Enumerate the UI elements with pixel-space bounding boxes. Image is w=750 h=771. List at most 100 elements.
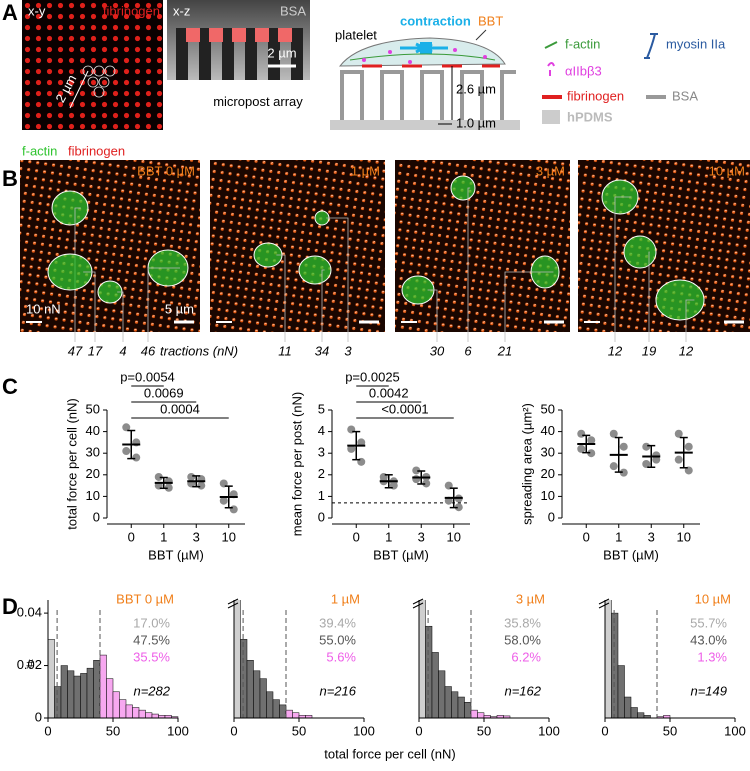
condition-label: BBT 0 µM: [137, 163, 195, 178]
data-point: [587, 436, 596, 445]
data-point: [642, 460, 651, 468]
traction-value: 11: [278, 343, 292, 358]
legend-entry: myosin IIa: [666, 36, 726, 51]
legend-entry: BSA: [672, 88, 698, 103]
histogram-bar: [438, 670, 446, 718]
histogram-bar: [253, 670, 261, 718]
histogram-bar: [617, 665, 625, 718]
histogram-bar: [119, 699, 127, 718]
histogram-bar: [246, 660, 254, 718]
y-tick-label: 40: [541, 423, 555, 438]
histogram-bar: [80, 673, 88, 718]
schematic-label: platelet: [335, 27, 377, 42]
x-tick-label: 0: [230, 723, 237, 738]
x-tick-label: 0: [353, 529, 360, 544]
y-tick-label: 50: [86, 401, 100, 416]
fraction-label: 1.3%: [697, 649, 727, 664]
x-tick-label: 0: [128, 529, 135, 544]
y-tick-label: 0: [35, 709, 42, 724]
y-tick-label: 10: [86, 488, 100, 503]
data-point: [619, 468, 628, 477]
data-point: [674, 455, 683, 464]
condition-label: 3 µM: [536, 163, 565, 178]
scale-line: [69, 70, 89, 109]
y-tick-label: 30: [86, 445, 100, 460]
y-axis-label: spreading area (µm²): [519, 403, 534, 525]
micrograph: [395, 160, 570, 332]
y-tick-label: 4: [318, 423, 325, 438]
x-axis-label: BBT (µM): [373, 547, 429, 562]
histogram-bar: [47, 639, 55, 718]
histogram-bar: [464, 702, 472, 718]
traction-value: 21: [497, 343, 512, 358]
fraction-label: 43.0%: [690, 632, 727, 647]
scale-label: 5 µm: [165, 301, 194, 316]
image-label: x-z: [173, 3, 190, 18]
data-point: [122, 447, 131, 456]
traction-value: 3: [344, 343, 352, 358]
leader-line: [276, 254, 286, 342]
platelet: [51, 190, 89, 226]
leader-line: [326, 217, 349, 342]
x-tick-label: 0: [44, 723, 51, 738]
platelet: [623, 235, 657, 269]
histogram-bar: [73, 675, 81, 718]
array-label: micropost array: [213, 94, 303, 109]
histogram-bar: [470, 709, 478, 718]
histogram-bar: [67, 670, 75, 718]
histogram-bar: [279, 704, 287, 718]
traction-value: 17: [88, 343, 103, 358]
legend-entry: fibrinogen: [567, 88, 624, 103]
x-tick-label: 3: [193, 529, 200, 544]
x-tick-label: 10: [222, 529, 236, 544]
panel-label: B: [2, 166, 18, 191]
histogram-bar: [86, 667, 94, 718]
fraction-label: 55.0%: [319, 632, 356, 647]
traction-value: 47: [68, 343, 83, 358]
schematic-label: BBT: [478, 13, 503, 28]
histogram-bar: [444, 686, 452, 718]
histogram-bar: [425, 625, 433, 718]
legend-entry: αIIbβ3: [565, 63, 602, 78]
y-tick-label: 3: [318, 445, 325, 460]
histogram-bar: [630, 707, 638, 718]
data-point: [412, 475, 421, 484]
leader-line: [83, 271, 96, 342]
y-tick-label: 2: [318, 466, 325, 481]
array-label: micropost array: [213, 94, 303, 109]
p-value: p=0.0025: [345, 369, 400, 384]
histogram-bar: [99, 654, 107, 718]
y-tick-label: 5: [318, 401, 325, 416]
panel-b: BBT 0 µM 47 17 4 46 1 µM 11 34 3 3 µM 30 6 21 10 µM 12…: [20, 160, 750, 358]
histogram-bar: [171, 716, 179, 718]
x-tick-label: 50: [477, 723, 491, 738]
leader-line: [614, 196, 631, 342]
histogram-bar: [305, 715, 313, 718]
y-tick-label: 30: [541, 445, 555, 460]
condition-label: 10 µM: [709, 163, 745, 178]
x-axis-label: BBT (µM): [603, 547, 659, 562]
stain-label: fibrinogen: [103, 3, 160, 18]
histogram-title: 1 µM: [331, 591, 360, 606]
histogram-bar: [292, 712, 300, 718]
histogram-bar: [611, 612, 619, 718]
histogram-bar: [60, 665, 68, 718]
data-point: [229, 505, 238, 514]
n-label: n=282: [133, 683, 170, 698]
axis-break: [227, 598, 239, 609]
micrograph: [210, 160, 385, 332]
histogram-bar: [112, 691, 120, 718]
data-point: [609, 462, 618, 471]
platelet: [655, 279, 705, 321]
data-point: [587, 449, 596, 458]
x-tick-label: 3: [418, 529, 425, 544]
data-point: [577, 429, 586, 438]
axis-break: [412, 598, 424, 609]
stain-label: f-actin: [22, 143, 57, 158]
x-tick-label: 50: [663, 723, 677, 738]
histogram-bar: [604, 600, 612, 718]
leader-line: [74, 207, 81, 342]
x-tick-label: 100: [538, 723, 560, 738]
y-axis-label: mean force per post (nN): [289, 392, 304, 537]
